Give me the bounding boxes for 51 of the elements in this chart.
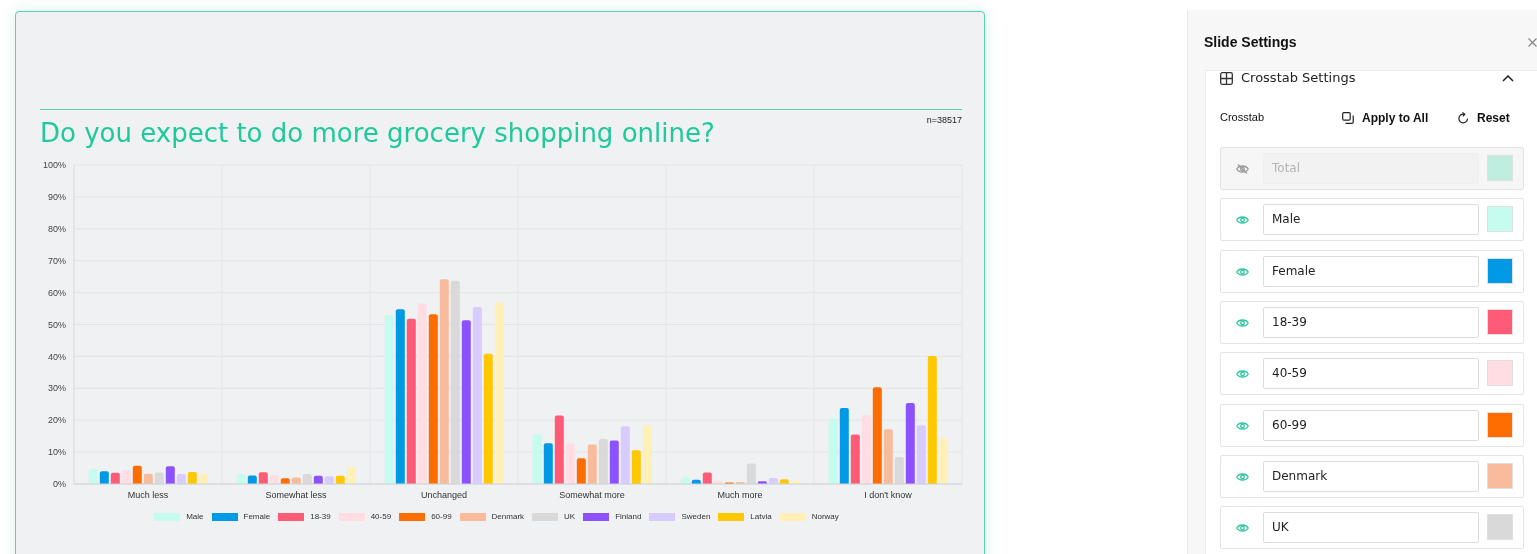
y-tick-label: 100% <box>42 160 66 171</box>
text-field: Female <box>1263 255 1479 287</box>
text: Apply to All <box>1362 111 1429 125</box>
legend-label: Denmark <box>491 512 525 521</box>
y-tick-label: 20% <box>47 415 66 426</box>
y-tick-label: 10% <box>47 447 66 458</box>
category-label: Male <box>1272 212 1301 227</box>
legend-label: 60-99 <box>431 512 452 521</box>
legend-label: 40-59 <box>370 512 392 521</box>
x-tick-label: Somewhat less <box>265 490 328 501</box>
x-tick-label: Much more <box>717 490 763 501</box>
y-tick-label: 80% <box>47 223 66 234</box>
legend-label: Male <box>186 512 204 521</box>
text: n=38517 <box>926 115 962 125</box>
category-label: UK <box>1272 520 1289 535</box>
y-tick-label: 50% <box>47 319 66 330</box>
category-label: Total <box>1272 161 1301 175</box>
text-field: Male <box>1263 204 1479 236</box>
y-tick-label: 90% <box>47 192 66 203</box>
legend-label: Finland <box>615 512 642 521</box>
x-tick-label: I don't know <box>864 490 913 501</box>
text: Crosstab Settings <box>1241 70 1356 85</box>
text-field: 60-99 <box>1263 409 1479 441</box>
category-label: 18-39 <box>1272 314 1307 329</box>
legend-label: 18-39 <box>310 512 331 521</box>
text-field: 40-59 <box>1263 358 1479 390</box>
legend-label: Sweden <box>681 512 711 521</box>
x-tick-label: Much less <box>127 490 169 501</box>
y-tick-label: 30% <box>47 383 66 394</box>
text-field: UK <box>1263 512 1479 544</box>
text: Reset <box>1477 111 1510 125</box>
text: Crosstab <box>1220 111 1265 123</box>
legend-label: Latvia <box>750 512 772 521</box>
chart-title: Do you expect to do more grocery shopping online? <box>40 118 715 148</box>
text-field: 18-39 <box>1263 306 1479 338</box>
legend-label: UK <box>564 512 576 521</box>
y-tick-label: 60% <box>47 287 66 298</box>
y-tick-label: 70% <box>47 255 66 266</box>
text-field: Total <box>1263 153 1479 184</box>
legend-label: Norway <box>811 512 839 521</box>
y-tick-label: 40% <box>47 351 66 362</box>
x-tick-label: Unchanged <box>420 490 468 501</box>
text-field: Denmark <box>1263 460 1479 492</box>
category-label: 40-59 <box>1272 366 1307 381</box>
legend-label: Female <box>243 512 271 521</box>
category-label: Female <box>1272 263 1316 278</box>
text: Slide Settings <box>1204 34 1297 50</box>
category-label: Denmark <box>1272 468 1328 483</box>
x-tick-label: Somewhat more <box>559 490 625 501</box>
y-tick-label: 0% <box>52 479 66 490</box>
category-label: 60-99 <box>1272 417 1307 432</box>
